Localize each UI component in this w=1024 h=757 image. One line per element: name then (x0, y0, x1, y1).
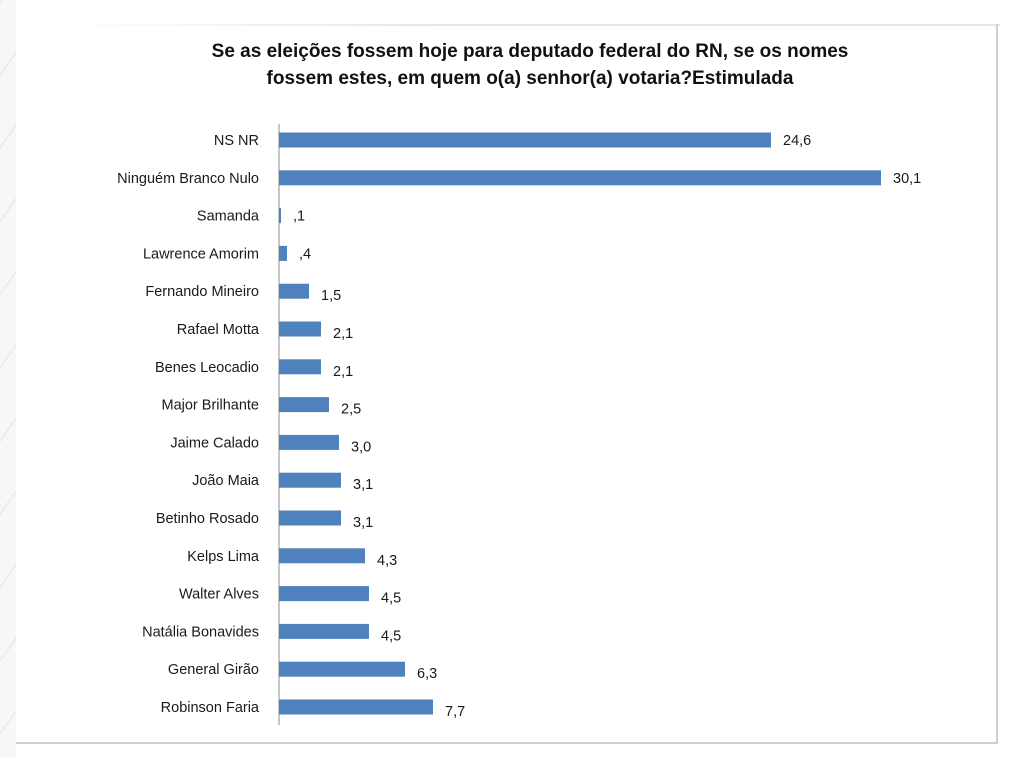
bar (279, 548, 365, 564)
category-label: Rafael Motta (177, 322, 260, 338)
bar (279, 472, 341, 488)
category-label: Benes Leocadio (155, 360, 259, 376)
bar (279, 132, 771, 148)
bar (279, 359, 321, 375)
category-label: Major Brilhante (161, 398, 259, 414)
value-label: 30,1 (893, 171, 921, 187)
bar (279, 661, 405, 677)
category-label: Robinson Faria (161, 700, 260, 716)
frame-right-border (996, 24, 998, 744)
background-pattern (0, 0, 16, 757)
value-label: 3,0 (351, 439, 371, 455)
category-label: General Girão (168, 662, 259, 678)
category-label: Lawrence Amorim (143, 246, 259, 262)
bar (279, 283, 309, 299)
category-label: Samanda (197, 209, 260, 225)
category-label: Betinho Rosado (156, 511, 259, 527)
category-label: Ninguém Branco Nulo (117, 171, 259, 187)
value-label: 4,5 (381, 591, 401, 607)
value-label: ,4 (299, 246, 311, 262)
bar (279, 623, 369, 639)
chart-title-line-2: fossem estes, em quem o(a) senhor(a) vot… (266, 68, 794, 89)
value-label: 2,5 (341, 402, 361, 418)
bar (279, 699, 433, 715)
value-label: 1,5 (321, 288, 341, 304)
value-label: ,1 (293, 209, 305, 225)
category-label: João Maia (192, 473, 260, 489)
bar (279, 208, 281, 224)
bar (279, 397, 329, 413)
category-label: Walter Alves (179, 587, 259, 603)
bar (279, 434, 339, 450)
value-label: 2,1 (333, 326, 353, 342)
bar (279, 510, 341, 526)
frame-bottom-border (16, 742, 998, 744)
chart-title-line-1: Se as eleições fossem hoje para deputado… (211, 41, 849, 62)
chart-title: Se as eleições fossem hoje para deputado… (80, 38, 980, 92)
bar (279, 170, 881, 186)
value-label: 7,7 (445, 704, 465, 720)
value-label: 4,5 (381, 628, 401, 644)
category-label: Fernando Mineiro (145, 284, 259, 300)
value-label: 6,3 (417, 666, 437, 682)
value-label: 2,1 (333, 364, 353, 380)
bar (279, 245, 287, 261)
category-label: Natália Bonavides (142, 624, 259, 640)
value-label: 24,6 (783, 133, 811, 149)
bar (279, 586, 369, 602)
bars-group: NS NR 24,6 Ninguém Branco Nulo 30,1 Samanda,… (117, 132, 921, 720)
category-label: NS NR (214, 133, 259, 149)
frame-top-border (60, 24, 1000, 26)
value-label: 4,3 (377, 553, 397, 569)
category-label: Jaime Calado (170, 435, 259, 451)
value-label: 3,1 (353, 515, 373, 531)
value-label: 3,1 (353, 477, 373, 493)
category-label: Kelps Lima (187, 549, 260, 565)
bar (279, 321, 321, 337)
